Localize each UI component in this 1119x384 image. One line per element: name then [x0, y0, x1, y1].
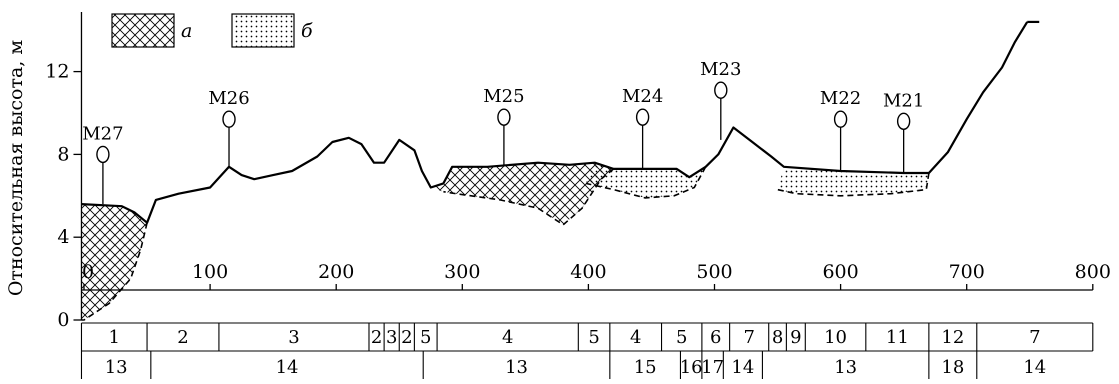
row1-cell-16: 10 — [824, 327, 847, 348]
deposit-a-1 — [81, 204, 148, 320]
marker-circle-М24 — [635, 108, 650, 126]
legend-label-a: а — [181, 20, 192, 42]
y-tick-label-8: 8 — [57, 143, 69, 165]
legend-swatch-a — [111, 13, 175, 48]
x-tick-label-100: 100 — [192, 261, 228, 283]
deposit-b-3 — [585, 162, 706, 198]
row2-cell-8: 13 — [834, 357, 857, 378]
row2-cell-10: 14 — [1023, 357, 1046, 378]
y-tick-label-0: 0 — [57, 309, 69, 331]
marker-circle-М21 — [896, 112, 911, 130]
row1-cell-18: 12 — [941, 327, 964, 348]
x-tick-label-0: 0 — [82, 261, 94, 283]
row2-cell-9: 18 — [941, 357, 964, 378]
x-tick-label-800: 800 — [1075, 261, 1111, 283]
deposit-b-4-base — [777, 172, 930, 197]
row1-cell-15: 9 — [790, 327, 801, 348]
legend: а б — [111, 13, 313, 48]
legend-swatch-b — [231, 13, 295, 48]
markers-layer: М27 М26 М25 М24 М23 М22 М21 — [82, 59, 924, 205]
row1-cell-5: 3 — [386, 327, 397, 348]
marker-label-М24: М24 — [622, 86, 663, 107]
marker-circle-М22 — [833, 110, 848, 128]
row1-cell-8: 4 — [502, 327, 513, 348]
row1-cell-11: 5 — [676, 327, 687, 348]
row1-cell-14: 8 — [772, 327, 783, 348]
deposit-b-3-base — [585, 166, 707, 199]
row1-cell-13: 7 — [743, 327, 754, 348]
row1-cell-6: 2 — [401, 327, 412, 348]
row1-cell-12: 6 — [710, 327, 721, 348]
row1-cell-9: 5 — [588, 327, 599, 348]
row1-cell-17: 11 — [886, 327, 909, 348]
row1-cell-1: 1 — [109, 327, 120, 348]
x-tick-label-600: 600 — [822, 261, 858, 283]
surface-layer — [81, 20, 1040, 224]
row2-cell-4: 15 — [634, 357, 657, 378]
marker-label-М22: М22 — [820, 88, 861, 109]
y-tick-label-4: 4 — [57, 226, 69, 248]
row1-cell-7: 5 — [420, 327, 431, 348]
row2-cell-1: 13 — [105, 357, 128, 378]
row2-cell-6: 17 — [701, 357, 724, 378]
x-tick-label-300: 300 — [444, 261, 480, 283]
row1-cell-10: 4 — [630, 327, 641, 348]
deposits-layer — [81, 162, 930, 321]
x-tick-label-700: 700 — [949, 261, 985, 283]
marker-label-М21: М21 — [883, 90, 924, 111]
y-axis-label: Относительная высота, м — [5, 40, 27, 296]
deposit-a-1-base — [81, 222, 148, 321]
legend-label-b: б — [301, 20, 313, 42]
y-tick-label-12: 12 — [45, 61, 69, 83]
marker-circle-М25 — [497, 108, 511, 126]
row1-cell-3: 3 — [288, 327, 299, 348]
x-tick-label-400: 400 — [570, 261, 606, 283]
marker-label-М27: М27 — [82, 123, 123, 144]
deposit-a-2 — [430, 162, 614, 225]
row2-cell-2: 14 — [276, 357, 299, 378]
row1-cell-4: 2 — [371, 327, 382, 348]
ground-surface-line — [81, 21, 1029, 224]
marker-circle-М26 — [222, 110, 236, 128]
row1-cell-2: 2 — [177, 327, 188, 348]
x-tick-label-500: 500 — [696, 261, 732, 283]
row2-cell-7: 14 — [731, 357, 754, 378]
row2-cell-5: 16 — [680, 357, 703, 378]
x-tick-label-200: 200 — [318, 261, 354, 283]
marker-label-М26: М26 — [208, 88, 249, 109]
marker-circle-М23 — [714, 81, 728, 99]
row1-cell-19: 7 — [1029, 327, 1040, 348]
row2-cell-3: 13 — [505, 357, 528, 378]
marker-label-М25: М25 — [483, 86, 524, 107]
marker-circle-М27 — [96, 145, 110, 164]
marker-label-М23: М23 — [700, 59, 741, 80]
deposit-b-4 — [777, 166, 929, 196]
